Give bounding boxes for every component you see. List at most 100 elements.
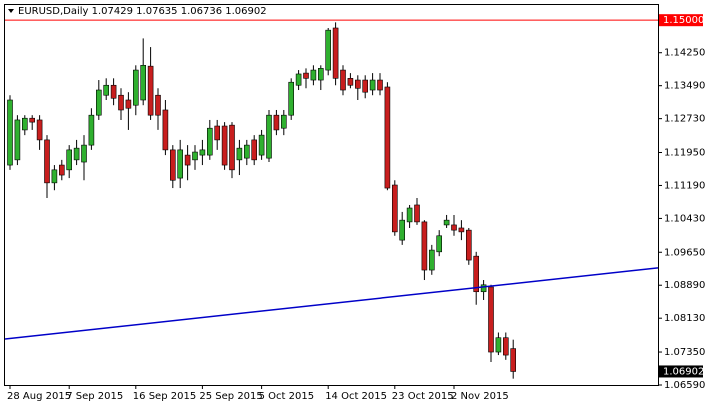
candle-body xyxy=(436,235,443,253)
candle-body xyxy=(199,149,206,156)
x-tick-label: 7 Sep 2015 xyxy=(66,391,123,402)
level-label-box xyxy=(659,14,703,27)
candle-body xyxy=(66,149,72,171)
candle-body xyxy=(325,29,332,71)
candle-body xyxy=(332,27,339,79)
candle-body xyxy=(273,114,280,131)
candle-body xyxy=(236,147,243,161)
plot-frame xyxy=(4,4,659,386)
candle-body xyxy=(140,64,146,101)
candle-body xyxy=(414,204,420,223)
candle-body xyxy=(110,84,117,99)
candle-body xyxy=(192,151,198,161)
y-tick-label: 1.11190 xyxy=(664,180,705,191)
y-tick-label: 1.13490 xyxy=(664,81,705,92)
candle-body xyxy=(384,86,391,189)
trendline xyxy=(5,267,658,340)
candle-body xyxy=(170,149,176,181)
candle-body xyxy=(428,249,435,271)
last-low: 1.06736 xyxy=(181,6,222,17)
candle-body xyxy=(377,79,383,91)
candle-body xyxy=(510,348,517,372)
candle-body xyxy=(177,149,183,179)
candle-body xyxy=(229,124,235,171)
candle-body xyxy=(207,127,213,156)
price-label: 1.06902 xyxy=(663,366,704,377)
candle-body xyxy=(103,84,109,96)
candle-body xyxy=(244,144,250,159)
candle-body xyxy=(133,69,139,106)
candle-body xyxy=(58,164,65,176)
candle-body xyxy=(29,117,36,123)
candle-body xyxy=(317,68,324,81)
candle-body xyxy=(458,227,465,233)
candle-body xyxy=(465,229,472,261)
level-label: 1.15000 xyxy=(663,15,704,26)
last-high: 1.07635 xyxy=(136,6,177,17)
menu-triangle xyxy=(8,9,14,13)
candle-body xyxy=(184,154,191,166)
last-close: 1.06902 xyxy=(225,6,266,17)
x-tick-label: 5 Oct 2015 xyxy=(259,391,314,402)
candle-body xyxy=(488,286,494,353)
candle-body xyxy=(340,69,346,91)
candle-body xyxy=(51,169,58,184)
x-tick-label: 2 Nov 2015 xyxy=(451,391,509,402)
x-tick-label: 14 Oct 2015 xyxy=(325,391,387,402)
symbol: EURUSD,Daily xyxy=(18,6,89,17)
candle-body xyxy=(214,125,220,141)
candle-body xyxy=(162,109,169,151)
candle-body xyxy=(125,99,132,109)
candle-body xyxy=(118,94,124,111)
candle-body xyxy=(81,144,87,163)
candle-body xyxy=(480,284,487,293)
candle-body xyxy=(155,94,161,116)
candle-body xyxy=(310,69,317,81)
y-tick-label: 1.10430 xyxy=(664,213,705,224)
y-tick-label: 1.14250 xyxy=(664,48,705,59)
header: EURUSD,Daily 1.07429 1.07635 1.06736 1.0… xyxy=(18,6,267,17)
candle-body xyxy=(354,79,361,89)
candle-body xyxy=(495,337,502,353)
candle-body xyxy=(406,207,413,223)
candle-body xyxy=(88,114,95,146)
candle-body xyxy=(443,219,450,226)
candle-body xyxy=(266,114,272,159)
candle-body xyxy=(451,224,457,231)
candle-body xyxy=(502,337,509,356)
candle-body xyxy=(258,134,265,156)
y-tick-label: 1.08890 xyxy=(664,280,705,291)
y-tick-label: 1.09650 xyxy=(664,247,705,258)
candle-body xyxy=(391,184,398,233)
x-tick-label: 28 Aug 2015 xyxy=(7,391,71,402)
candle-body xyxy=(347,78,354,86)
y-tick-label: 1.06590 xyxy=(664,380,705,391)
candle-body xyxy=(14,119,21,161)
x-tick-label: 25 Sep 2015 xyxy=(199,391,262,402)
y-tick-label: 1.12730 xyxy=(664,114,705,125)
candle-body xyxy=(44,139,50,184)
candle-body xyxy=(21,117,28,131)
x-tick-label: 23 Oct 2015 xyxy=(392,391,454,402)
candle-body xyxy=(473,255,480,293)
plot-area xyxy=(5,22,658,379)
candle-body xyxy=(251,139,257,161)
candle-body xyxy=(96,89,102,116)
y-tick-label: 1.11950 xyxy=(664,147,705,158)
candle-body xyxy=(7,99,13,166)
candle-body xyxy=(369,79,376,91)
price-label-box xyxy=(659,365,703,378)
y-tick-label: 1.07350 xyxy=(664,347,705,358)
x-tick-label: 16 Sep 2015 xyxy=(133,391,196,402)
last-open: 1.07429 xyxy=(92,6,133,17)
y-tick-label: 1.08130 xyxy=(664,313,705,324)
candle-body xyxy=(362,79,369,93)
candle-body xyxy=(221,125,228,166)
candle-body xyxy=(303,72,309,79)
candle-body xyxy=(399,219,406,241)
candle-body xyxy=(147,65,154,116)
candle-body xyxy=(421,221,428,271)
candle-body xyxy=(73,147,80,161)
